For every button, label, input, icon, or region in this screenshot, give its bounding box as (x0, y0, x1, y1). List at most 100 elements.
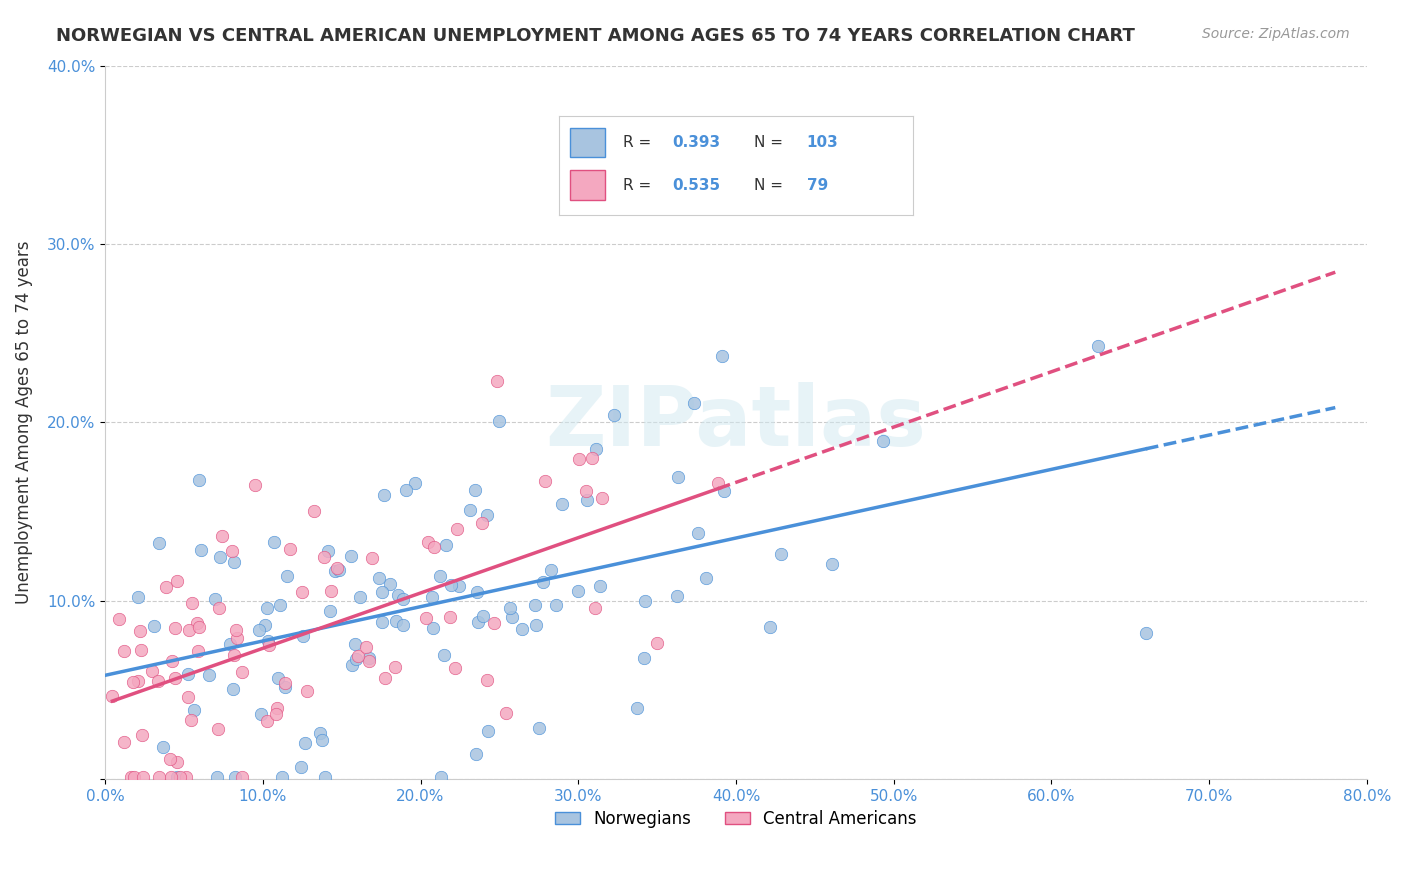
Text: Source: ZipAtlas.com: Source: ZipAtlas.com (1202, 27, 1350, 41)
Point (270, 770, 292, 784)
Point (585, 442, 607, 457)
Text: ZIPatlas: ZIPatlas (546, 382, 927, 463)
Point (434, 538, 457, 552)
Legend: Norwegians, Central Americans: Norwegians, Central Americans (548, 804, 924, 835)
Point (159, 752, 181, 766)
Point (510, 622, 533, 636)
Point (354, 640, 377, 655)
Point (121, 675, 143, 690)
Point (226, 631, 249, 645)
Point (665, 589, 688, 603)
Point (527, 721, 550, 735)
Point (328, 563, 350, 577)
Point (152, 739, 174, 754)
Point (392, 592, 415, 607)
Point (1135, 625, 1157, 640)
Point (439, 610, 461, 624)
Point (713, 483, 735, 498)
Point (177, 690, 200, 704)
Point (686, 526, 709, 541)
Point (342, 658, 364, 673)
Point (585, 600, 607, 615)
Point (231, 770, 253, 784)
Point (567, 583, 589, 598)
Point (339, 549, 361, 563)
Point (112, 734, 135, 748)
Point (821, 558, 844, 572)
Point (575, 483, 598, 498)
Point (626, 700, 648, 714)
Point (446, 523, 468, 537)
Point (207, 723, 229, 737)
Point (163, 621, 186, 635)
Point (198, 668, 221, 682)
Point (187, 473, 209, 487)
Point (101, 690, 124, 704)
Point (222, 682, 245, 697)
Point (540, 563, 562, 577)
Point (278, 541, 301, 556)
Point (169, 770, 191, 784)
Point (141, 664, 163, 678)
Point (294, 736, 316, 750)
Point (218, 637, 240, 651)
Point (224, 555, 246, 569)
Point (475, 508, 498, 523)
Point (546, 598, 568, 612)
Point (155, 580, 177, 594)
Point (166, 770, 188, 784)
Point (683, 395, 706, 409)
Point (404, 476, 426, 491)
Point (711, 349, 734, 363)
Point (645, 636, 668, 650)
Point (187, 620, 209, 634)
Point (247, 623, 270, 637)
Point (384, 660, 406, 674)
Point (146, 673, 169, 688)
Point (387, 588, 409, 602)
Point (204, 591, 226, 606)
Point (231, 665, 253, 679)
Point (314, 770, 336, 784)
Point (211, 529, 233, 543)
Point (488, 413, 510, 427)
Point (148, 770, 170, 784)
Point (165, 671, 187, 685)
Point (132, 770, 155, 784)
Point (464, 747, 486, 762)
Point (634, 593, 657, 607)
Point (263, 534, 285, 549)
Point (186, 616, 208, 631)
Point (174, 770, 197, 784)
Point (475, 673, 498, 687)
Point (367, 571, 389, 585)
Point (343, 637, 366, 651)
Point (359, 654, 381, 668)
Point (160, 654, 183, 668)
Point (467, 615, 489, 629)
Point (589, 579, 612, 593)
Point (430, 770, 453, 784)
Point (107, 612, 129, 626)
Point (256, 634, 278, 648)
Point (243, 478, 266, 492)
Point (266, 700, 288, 714)
Point (316, 544, 339, 558)
Point (361, 551, 384, 566)
Point (418, 535, 440, 549)
Point (224, 770, 246, 784)
Point (458, 503, 481, 517)
Point (127, 673, 149, 688)
Y-axis label: Unemployment Among Ages 65 to 74 years: Unemployment Among Ages 65 to 74 years (15, 241, 32, 604)
Point (207, 770, 229, 784)
Point (323, 564, 346, 578)
Point (447, 579, 470, 593)
Point (477, 723, 499, 738)
Point (124, 770, 146, 784)
Point (603, 408, 626, 422)
Point (291, 584, 314, 599)
Point (373, 488, 395, 502)
Point (224, 648, 246, 662)
Point (267, 671, 290, 685)
Point (384, 614, 406, 628)
